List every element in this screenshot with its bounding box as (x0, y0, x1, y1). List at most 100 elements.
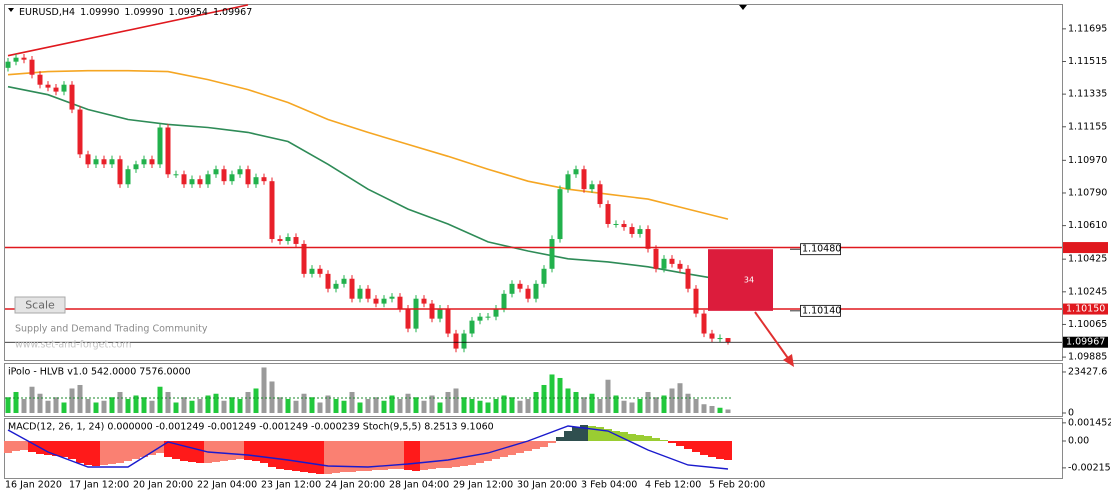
macd-bar (468, 441, 476, 465)
volume-bar (125, 398, 131, 413)
candle-body (525, 288, 531, 299)
volume-bar (197, 398, 203, 413)
volume-bar (133, 395, 139, 413)
volume-bar (53, 397, 59, 413)
volume-bar (605, 379, 611, 413)
macd-bar (716, 441, 724, 459)
volume-bar (589, 393, 595, 413)
macd-bar (332, 441, 340, 473)
supply-demand-zone (708, 249, 773, 311)
candle-body (293, 237, 299, 244)
volume-bar (437, 402, 443, 413)
candle-body (253, 177, 259, 185)
y-tick-label: 1.11335 (1068, 89, 1107, 100)
macd-bar (188, 441, 196, 462)
macd-bar (692, 441, 700, 452)
header-value: 1.09967 (213, 7, 252, 18)
candle-body (541, 268, 547, 284)
volume-bar (653, 397, 659, 413)
scale-button[interactable] (14, 296, 66, 314)
candle-body (69, 84, 75, 110)
candle-body (405, 308, 411, 329)
macd-bar (596, 427, 604, 441)
candle-body (117, 159, 123, 185)
zone-label: 1.10140 (802, 305, 841, 316)
macd-bar (300, 441, 308, 472)
candle-body (301, 243, 307, 274)
volume-bar (421, 400, 427, 413)
level-box (1063, 303, 1108, 315)
macd-bar (364, 441, 372, 471)
macd-bar (68, 441, 76, 459)
x-tick-label: 20 Jan 20:00 (133, 480, 193, 491)
candle-body (141, 159, 147, 165)
volume-bar (77, 384, 83, 413)
macd-bar (644, 436, 652, 441)
candle-body (101, 159, 107, 165)
plot-layer: 1.11695 1.11515 1.11335 1.11155 1.10970 1.107… (4, 4, 1111, 491)
volume-bar (645, 391, 651, 413)
volume-bar (669, 388, 675, 413)
x-tick-label: 22 Jan 04:00 (197, 480, 257, 491)
volume-bar (269, 381, 275, 413)
macd-bar (620, 432, 628, 441)
indicator-line (7, 4, 249, 57)
candle-body (669, 258, 675, 264)
candle-body (485, 316, 491, 318)
zone-label: 1.10480 (802, 244, 841, 255)
macd-bar (404, 441, 412, 470)
macd-bar (124, 441, 132, 461)
volume-bar (173, 402, 179, 413)
candle-body (685, 268, 691, 289)
level-box (1063, 242, 1108, 254)
macd-bar (76, 441, 84, 463)
macd-bar (308, 441, 316, 473)
y-tick-label: 1.11515 (1068, 56, 1107, 67)
volume-bar (301, 393, 307, 413)
volume-bar (29, 386, 35, 413)
macd-bar (292, 441, 300, 471)
macd-bar (532, 441, 540, 449)
volume-bar (253, 388, 259, 413)
candle-body (173, 174, 179, 176)
macd-bar (516, 441, 524, 453)
y-tick-label: 1.11695 (1068, 23, 1107, 34)
signal-line (7, 425, 729, 470)
scale-button-label[interactable]: Scale (25, 299, 55, 312)
header-triangle (8, 8, 14, 12)
macd-bar (588, 426, 596, 441)
macd-bar (284, 441, 292, 470)
macd-title: MACD(12, 26, 1, 24) 0.000000 -0.001249 -… (8, 422, 494, 433)
volume-bar (637, 398, 643, 413)
price-panel (4, 4, 1063, 361)
macd-bar (236, 441, 244, 459)
candle-body (621, 223, 627, 228)
macd-bar (500, 441, 508, 457)
candle-body (13, 57, 19, 62)
candle-body (109, 159, 115, 165)
macd-bar (444, 441, 452, 468)
volume-bar (557, 377, 563, 413)
volume-bar (261, 367, 267, 413)
volume-bar (549, 374, 555, 413)
macd-bar (340, 441, 348, 472)
symbol: EURUSD,H4 (19, 7, 75, 18)
y-tick-label: 1.10790 (1068, 187, 1107, 198)
candle-body (701, 313, 707, 334)
macd-bar (276, 441, 284, 469)
volume-bar (229, 397, 235, 413)
x-tick-label: 24 Jan 20:00 (325, 480, 385, 491)
macd-bar (84, 441, 92, 465)
candle-body (197, 179, 203, 185)
macd-bar (268, 441, 276, 467)
volume-bar (189, 400, 195, 413)
macd-bar (52, 441, 60, 456)
volume-bar (485, 402, 491, 413)
volume-bar (309, 397, 315, 413)
volume-bar (685, 393, 691, 413)
volume-bar (725, 409, 731, 413)
candle-body (229, 174, 235, 182)
macd-bar (164, 441, 172, 457)
candle-body (357, 288, 363, 299)
